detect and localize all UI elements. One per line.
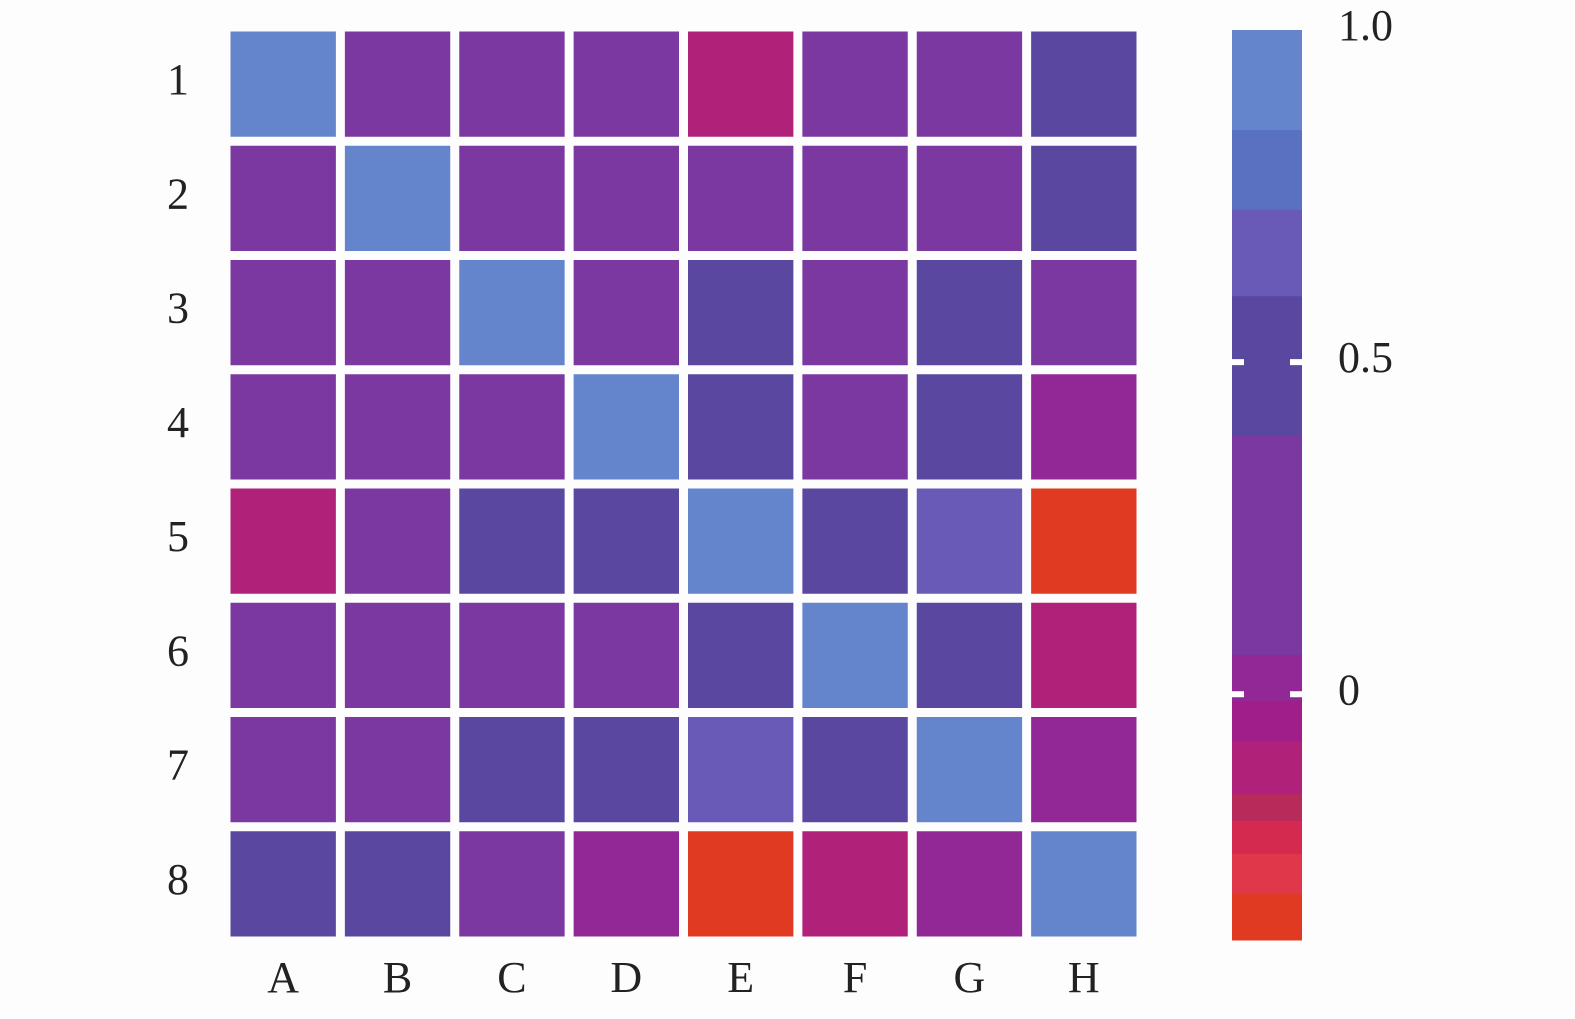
heatmap-cell <box>573 31 679 137</box>
x-tick-label: D <box>610 953 642 1002</box>
heatmap-cell <box>916 260 1023 366</box>
heatmap-cell <box>230 831 336 937</box>
heatmap-cell <box>916 145 1023 251</box>
heatmap-cell <box>802 602 908 708</box>
x-tick-label: B <box>383 953 412 1002</box>
heatmap-cell <box>344 488 451 594</box>
x-tick-label: G <box>954 953 986 1002</box>
heatmap-cell <box>916 717 1023 823</box>
heatmap-cell <box>573 831 679 937</box>
heatmap-cell <box>688 488 794 594</box>
heatmap-cell <box>1031 488 1137 594</box>
heatmap-cell <box>459 717 565 823</box>
x-tick-label: C <box>497 953 526 1002</box>
colorbar-band <box>1232 435 1302 655</box>
heatmap-cell <box>573 260 679 366</box>
heatmap-cell <box>1031 602 1137 708</box>
colorbar-band <box>1232 129 1302 210</box>
heatmap-cell <box>688 602 794 708</box>
heatmap-cell <box>802 488 908 594</box>
heatmap-cell <box>230 488 336 594</box>
heatmap-cell <box>230 260 336 366</box>
heatmap-cell <box>916 831 1023 937</box>
colorbar-band <box>1232 30 1302 131</box>
heatmap-cell <box>916 602 1023 708</box>
y-tick-label: 6 <box>167 626 189 675</box>
colorbar-band <box>1232 893 1302 941</box>
heatmap-cell <box>344 145 451 251</box>
y-tick-label: 2 <box>167 169 189 218</box>
heatmap-cell <box>802 31 908 137</box>
y-tick-label: 7 <box>167 741 189 790</box>
colorbar-band <box>1232 820 1302 855</box>
heatmap-cell <box>802 717 908 823</box>
heatmap-cell <box>1031 717 1137 823</box>
heatmap-cell <box>802 145 908 251</box>
heatmap-cell <box>1031 374 1137 480</box>
heatmap-cell <box>230 374 336 480</box>
colorbar-tick-label: 0.5 <box>1338 333 1393 382</box>
heatmap-cell <box>459 260 565 366</box>
heatmap-cell <box>230 602 336 708</box>
colorbar-band <box>1232 295 1302 436</box>
heatmap-cell <box>1031 831 1137 937</box>
heatmap-cell <box>344 717 451 823</box>
heatmap-cell <box>688 831 794 937</box>
heatmap-cell <box>573 374 679 480</box>
heatmap-cell <box>344 260 451 366</box>
colorbar-tick-label: 0 <box>1338 665 1360 714</box>
heatmap-cell <box>802 374 908 480</box>
y-tick-label: 4 <box>167 398 189 447</box>
heatmap-cell <box>230 31 336 137</box>
heatmap-cell <box>802 831 908 937</box>
heatmap-cell <box>459 831 565 937</box>
heatmap-cell <box>573 717 679 823</box>
colorbar-band <box>1232 209 1302 297</box>
heatmap-cell <box>688 717 794 823</box>
heatmap-cell <box>688 145 794 251</box>
heatmap-cell <box>459 31 565 137</box>
heatmap-cell <box>1031 260 1137 366</box>
heatmap-cell <box>459 602 565 708</box>
x-tick-label: E <box>727 953 754 1002</box>
y-tick-label: 8 <box>167 855 189 904</box>
y-tick-label: 1 <box>167 55 189 104</box>
heatmap-cell <box>1031 31 1137 137</box>
colorbar-band <box>1232 740 1302 795</box>
x-tick-label: A <box>267 953 299 1002</box>
heatmap-cell <box>344 831 451 937</box>
heatmap-cell <box>459 488 565 594</box>
heatmap-cell <box>344 602 451 708</box>
heatmap-cell <box>230 145 336 251</box>
heatmap-cell <box>459 145 565 251</box>
heatmap-cell <box>688 374 794 480</box>
colorbar-tick-label: 1.0 <box>1338 1 1393 50</box>
y-tick-label: 5 <box>167 512 189 561</box>
heatmap-cell <box>916 488 1023 594</box>
heatmap-cell <box>802 260 908 366</box>
heatmap-cell <box>344 374 451 480</box>
heatmap-cell <box>688 260 794 366</box>
heatmap-cell <box>1031 145 1137 251</box>
colorbar-band <box>1232 793 1302 821</box>
heatmap-cell <box>916 31 1023 137</box>
colorbar-band <box>1232 700 1302 742</box>
heatmap-cell <box>344 31 451 137</box>
heatmap-cell <box>916 374 1023 480</box>
heatmap-cell <box>688 31 794 137</box>
x-tick-label: H <box>1068 953 1100 1002</box>
colorbar-band <box>1232 853 1302 895</box>
heatmap-cell <box>459 374 565 480</box>
heatmap-cell <box>573 488 679 594</box>
y-tick-label: 3 <box>167 284 189 333</box>
heatmap-cell <box>230 717 336 823</box>
heatmap-cell <box>573 145 679 251</box>
x-tick-label: F <box>843 953 867 1002</box>
heatmap-cell <box>573 602 679 708</box>
